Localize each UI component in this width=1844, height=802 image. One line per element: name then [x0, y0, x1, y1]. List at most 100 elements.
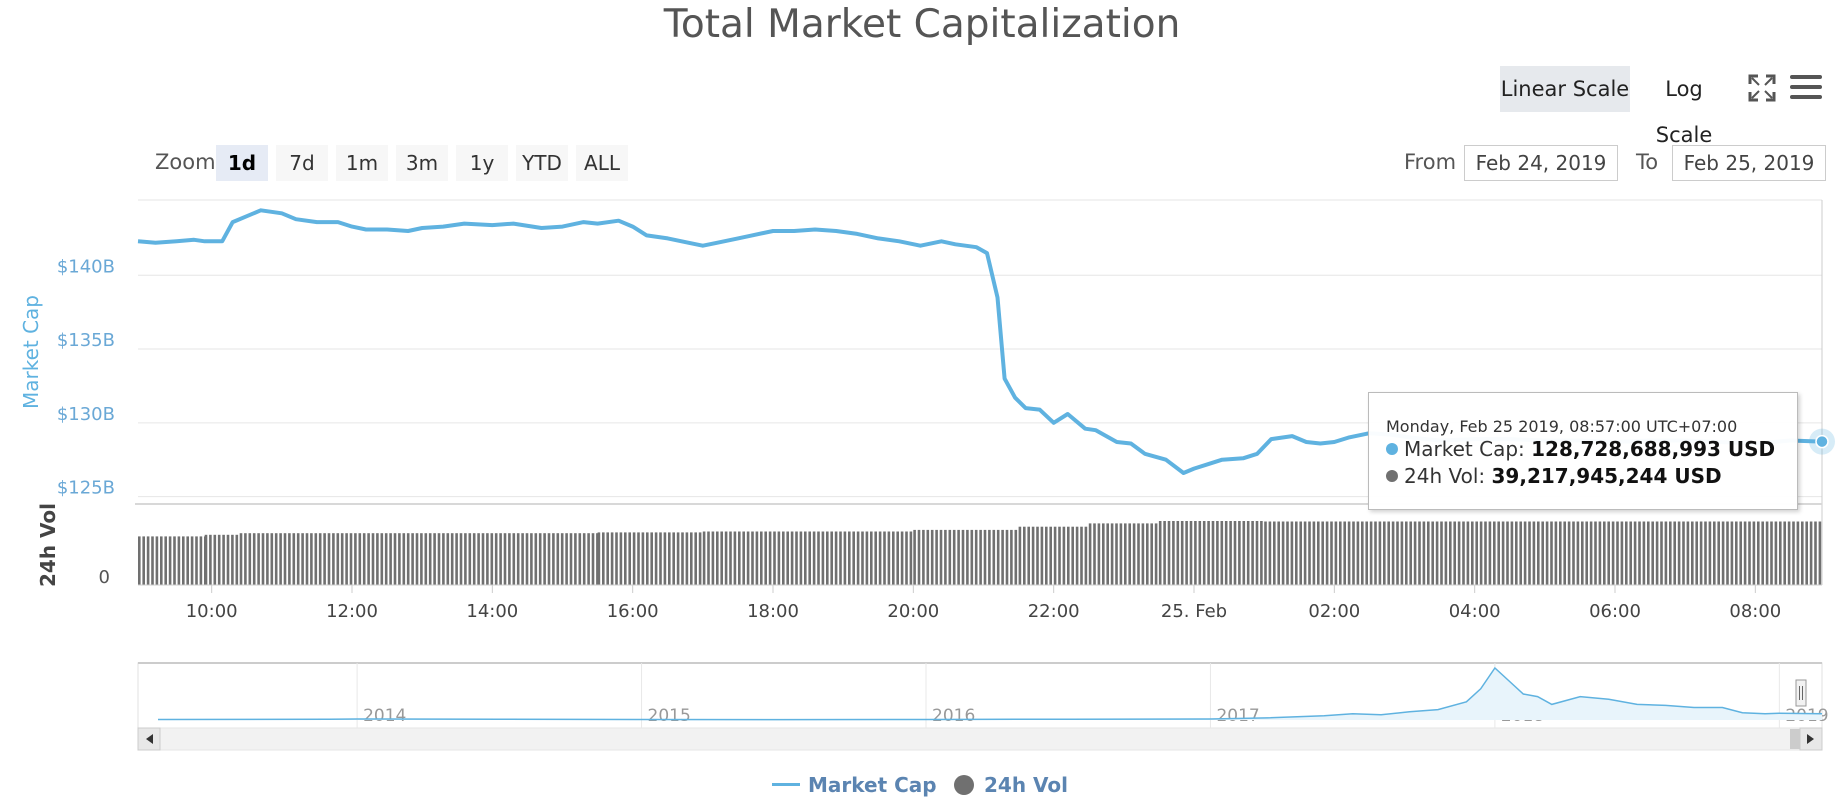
- volume-bar: [1097, 523, 1101, 585]
- volume-bar: [839, 531, 842, 585]
- hover-point: [1815, 434, 1829, 449]
- zoom-button-all[interactable]: ALL: [576, 145, 628, 181]
- volume-bar: [1321, 521, 1324, 585]
- volume-bar: [1154, 523, 1158, 585]
- volume-bar: [420, 533, 423, 585]
- zoom-button-7d[interactable]: 7d: [276, 145, 328, 181]
- volume-bar: [173, 536, 176, 585]
- volume-bar: [1387, 521, 1390, 585]
- legend-item-24h-vol[interactable]: 24h Vol: [954, 773, 1068, 801]
- volume-bar: [874, 531, 877, 585]
- volume-bar: [1440, 521, 1443, 585]
- volume-bar: [1801, 521, 1804, 585]
- volume-bar: [190, 536, 194, 585]
- volume-bar: [415, 533, 419, 585]
- volume-bar: [676, 532, 680, 585]
- volume-bar: [742, 531, 745, 585]
- volume-bar: [565, 533, 568, 585]
- x-tick-label: 10:00: [186, 601, 238, 622]
- volume-bar: [738, 531, 741, 585]
- volume-bar: [1198, 521, 1202, 585]
- fullscreen-icon[interactable]: [1748, 74, 1776, 102]
- volume-bar: [310, 533, 313, 585]
- volume-bar: [1172, 521, 1175, 585]
- volume-bar: [1633, 521, 1637, 585]
- scrollbar-track: [137, 727, 1823, 751]
- zoom-button-1m[interactable]: 1m: [336, 145, 388, 181]
- volume-bar: [1818, 521, 1822, 585]
- volume-bar: [1347, 521, 1351, 585]
- volume-bar: [1792, 521, 1795, 585]
- volume-bar: [142, 536, 145, 585]
- from-date-input[interactable]: Feb 24, 2019: [1464, 145, 1618, 181]
- volume-bar: [1141, 523, 1145, 585]
- volume-bar: [1317, 521, 1320, 585]
- volume-bar: [433, 533, 436, 585]
- volume-bar: [596, 533, 599, 585]
- volume-bar: [1128, 523, 1131, 585]
- navigator-year-label: 2017: [1216, 706, 1259, 726]
- volume-bar: [1150, 523, 1153, 585]
- volume-bar: [610, 532, 614, 585]
- volume-bar: [716, 531, 719, 585]
- volume-bar: [1093, 523, 1096, 585]
- volume-bar: [1356, 521, 1360, 585]
- volume-bar: [1563, 521, 1566, 585]
- volume-bar: [1286, 521, 1289, 585]
- volume-bar: [852, 531, 855, 585]
- volume-bar: [1431, 521, 1434, 585]
- volume-bar: [892, 531, 895, 585]
- volume-bar: [1216, 521, 1219, 585]
- zoom-button-1y[interactable]: 1y: [456, 145, 508, 181]
- volume-bar: [402, 533, 406, 585]
- zoom-button-1d[interactable]: 1d: [216, 145, 268, 181]
- volume-bar: [1084, 526, 1088, 585]
- zoom-button-ytd[interactable]: YTD: [516, 145, 568, 181]
- log-scale-button[interactable]: Log Scale: [1655, 77, 1713, 147]
- volume-bar: [1330, 521, 1333, 585]
- volume-bar: [1576, 521, 1580, 585]
- volume-bar: [1589, 521, 1593, 585]
- volume-bar: [1814, 521, 1817, 585]
- hamburger-menu-icon[interactable]: [1790, 74, 1822, 100]
- volume-bar: [755, 531, 759, 585]
- volume-bar: [1365, 521, 1368, 585]
- volume-bar: [239, 533, 243, 585]
- to-date-input[interactable]: Feb 25, 2019: [1672, 145, 1826, 181]
- volume-bar: [961, 529, 965, 585]
- volume-bar: [1651, 521, 1654, 585]
- volume-bar: [516, 533, 520, 585]
- volume-bar: [830, 531, 833, 585]
- volume-bar: [939, 529, 943, 585]
- volume-bar: [1611, 521, 1615, 585]
- volume-bar: [1475, 521, 1478, 585]
- volume-bar: [222, 534, 225, 585]
- volume-bar: [1422, 521, 1426, 585]
- volume-bar: [606, 532, 609, 585]
- volume-bar: [279, 533, 282, 585]
- tooltip-market-cap-value: 128,728,688,993 USD: [1531, 437, 1776, 461]
- volume-bar: [1695, 521, 1698, 585]
- volume-bar: [1647, 521, 1650, 585]
- zoom-button-3m[interactable]: 3m: [396, 145, 448, 181]
- volume-bar: [641, 532, 645, 585]
- volume-bar: [764, 531, 767, 585]
- y-tick-label: $125B: [57, 478, 115, 499]
- volume-bar: [217, 534, 221, 585]
- volume-bar: [650, 532, 653, 585]
- volume-bar: [146, 536, 150, 585]
- linear-scale-button[interactable]: Linear Scale: [1500, 66, 1630, 112]
- volume-bar: [1479, 521, 1483, 585]
- volume-bar: [525, 533, 529, 585]
- volume-bar: [1383, 521, 1386, 585]
- volume-bar: [393, 533, 397, 585]
- volume-bar: [646, 532, 649, 585]
- volume-bar: [477, 533, 480, 585]
- volume-bar: [1031, 526, 1035, 585]
- legend-item-market-cap[interactable]: Market Cap: [772, 773, 937, 801]
- volume-bar: [437, 533, 441, 585]
- volume-bar: [305, 533, 309, 585]
- volume-bar: [777, 531, 781, 585]
- volume-bar: [1761, 521, 1764, 585]
- volume-bar: [1515, 521, 1518, 585]
